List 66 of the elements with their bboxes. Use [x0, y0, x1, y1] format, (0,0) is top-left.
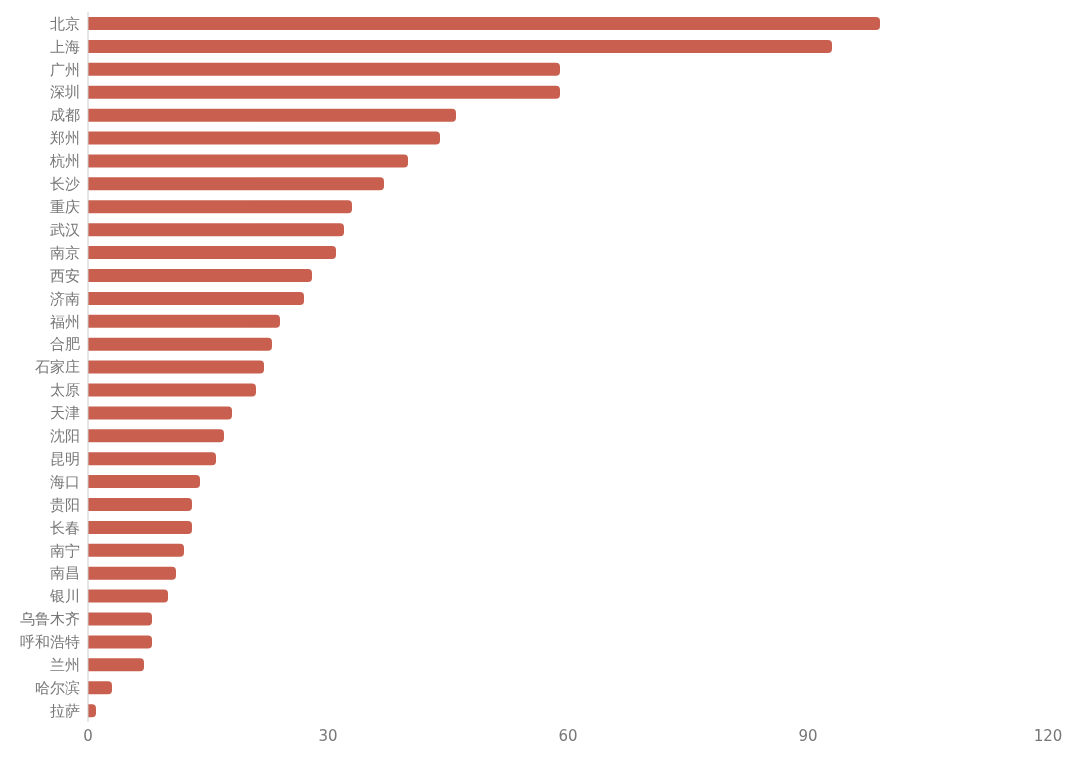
bar: [88, 85, 560, 99]
y-tick-label: 上海: [50, 37, 80, 56]
bar: [88, 246, 336, 260]
y-tick-label: 拉萨: [50, 701, 80, 720]
bar: [88, 406, 232, 420]
bar: [88, 108, 456, 122]
bar: [88, 131, 440, 145]
y-tick-label: 西安: [50, 266, 80, 285]
y-tick-label: 贵阳: [50, 495, 80, 514]
y-tick-label: 长沙: [50, 175, 80, 194]
y-tick-label: 南宁: [50, 541, 80, 560]
bar: [88, 177, 384, 191]
y-tick-label: 海口: [50, 472, 80, 491]
bar: [88, 452, 216, 466]
bar: [88, 360, 264, 374]
y-tick-label: 杭州: [49, 152, 80, 171]
y-tick-label: 成都: [50, 106, 80, 125]
bar: [88, 17, 880, 31]
x-tick-label: 120: [1033, 726, 1063, 745]
x-tick-label: 90: [798, 726, 818, 745]
y-tick-label: 武汉: [50, 220, 80, 239]
bar: [88, 154, 408, 168]
bar: [88, 543, 184, 557]
y-tick-label: 广州: [50, 60, 80, 79]
y-tick-label: 银川: [49, 587, 80, 606]
x-tick-label: 30: [318, 726, 338, 745]
x-tick-label: 60: [558, 726, 578, 745]
x-tick-label: 0: [83, 726, 93, 745]
bar: [88, 635, 152, 649]
y-tick-label: 兰州: [50, 656, 80, 675]
bar: [88, 612, 152, 626]
bar: [88, 498, 192, 512]
y-tick-label: 石家庄: [35, 358, 80, 377]
y-tick-label: 济南: [50, 289, 80, 308]
y-tick-label: 郑州: [50, 129, 80, 148]
bar: [88, 268, 312, 282]
y-tick-label: 天津: [50, 404, 80, 423]
bar: [88, 658, 144, 672]
y-tick-label: 福州: [50, 312, 80, 331]
y-tick-label: 昆明: [50, 449, 80, 468]
bar: [88, 223, 344, 237]
y-tick-label: 深圳: [50, 83, 80, 102]
bar: [88, 314, 280, 328]
y-tick-label: 南京: [50, 243, 80, 262]
bar: [88, 681, 112, 695]
y-tick-label: 南昌: [50, 564, 80, 583]
y-tick-label: 重庆: [50, 198, 80, 216]
bar: [88, 566, 176, 580]
bar: [88, 520, 192, 534]
y-tick-label: 呼和浩特: [20, 633, 80, 652]
bar: [88, 383, 256, 397]
bar: [88, 291, 304, 305]
y-tick-label: 太原: [50, 381, 80, 400]
y-tick-label: 长春: [50, 518, 80, 537]
bar: [88, 429, 224, 443]
y-tick-label: 哈尔滨: [35, 678, 80, 697]
y-tick-label: 沈阳: [50, 427, 80, 446]
bar: [88, 337, 272, 351]
bar: [88, 589, 168, 603]
y-tick-label: 乌鲁木齐: [20, 610, 80, 629]
y-tick-label: 合肥: [50, 335, 80, 354]
bar: [88, 39, 832, 53]
y-tick-label: 北京: [50, 14, 80, 33]
bar: [88, 62, 560, 76]
bar: [88, 200, 352, 214]
bar: [88, 475, 200, 489]
